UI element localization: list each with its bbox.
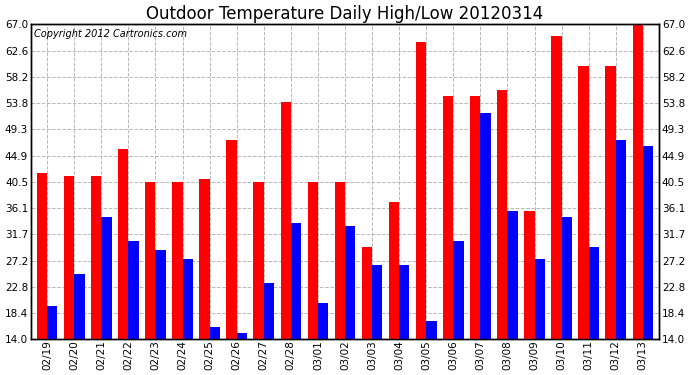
Bar (308, 182, 318, 339)
Bar (416, 42, 426, 339)
Bar (47, 306, 57, 339)
Bar (399, 265, 409, 339)
Bar (318, 303, 328, 339)
Title: Outdoor Temperature Daily High/Low 20120314: Outdoor Temperature Daily High/Low 20120… (146, 5, 544, 23)
Bar (237, 333, 247, 339)
Bar (91, 176, 101, 339)
Bar (37, 173, 47, 339)
Bar (345, 226, 355, 339)
Bar (210, 327, 220, 339)
Bar (362, 247, 372, 339)
Bar (389, 202, 399, 339)
Bar (480, 113, 491, 339)
Bar (507, 211, 518, 339)
Text: Copyright 2012 Cartronics.com: Copyright 2012 Cartronics.com (34, 29, 187, 39)
Bar (281, 102, 291, 339)
Bar (172, 182, 183, 339)
Bar (578, 66, 589, 339)
Bar (443, 96, 453, 339)
Bar (264, 282, 274, 339)
Bar (145, 182, 155, 339)
Bar (524, 211, 535, 339)
Bar (335, 182, 345, 339)
Bar (75, 274, 84, 339)
Bar (118, 149, 128, 339)
Bar (562, 217, 572, 339)
Bar (497, 90, 507, 339)
Bar (589, 247, 599, 339)
Bar (183, 259, 193, 339)
Bar (64, 176, 75, 339)
Bar (155, 250, 166, 339)
Bar (101, 217, 112, 339)
Bar (291, 223, 301, 339)
Bar (606, 66, 615, 339)
Bar (199, 178, 210, 339)
Bar (128, 241, 139, 339)
Bar (253, 182, 264, 339)
Bar (643, 146, 653, 339)
Bar (633, 24, 643, 339)
Bar (551, 36, 562, 339)
Bar (453, 241, 464, 339)
Bar (615, 140, 626, 339)
Bar (226, 140, 237, 339)
Bar (426, 321, 437, 339)
Bar (372, 265, 382, 339)
Bar (470, 96, 480, 339)
Bar (535, 259, 545, 339)
